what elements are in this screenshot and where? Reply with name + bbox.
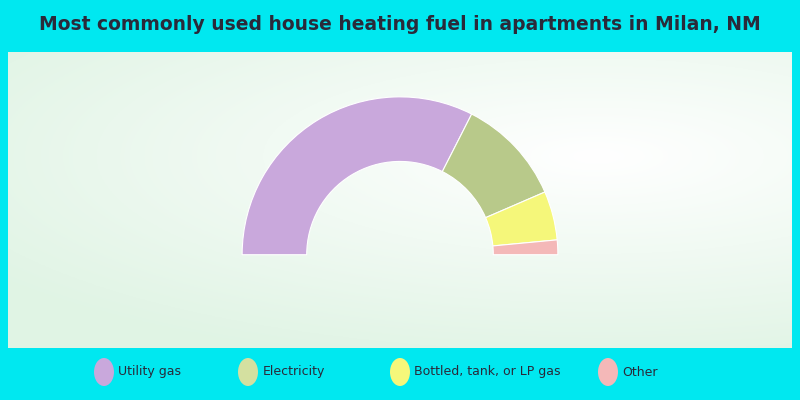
Text: Electricity: Electricity (262, 366, 325, 378)
Wedge shape (493, 240, 558, 255)
Ellipse shape (390, 358, 410, 386)
Ellipse shape (598, 358, 618, 386)
Wedge shape (242, 97, 472, 255)
Ellipse shape (94, 358, 114, 386)
Text: Bottled, tank, or LP gas: Bottled, tank, or LP gas (414, 366, 561, 378)
Wedge shape (486, 192, 557, 246)
Text: Other: Other (622, 366, 658, 378)
Text: Most commonly used house heating fuel in apartments in Milan, NM: Most commonly used house heating fuel in… (39, 16, 761, 34)
Wedge shape (442, 114, 545, 218)
Ellipse shape (238, 358, 258, 386)
Text: Utility gas: Utility gas (118, 366, 182, 378)
